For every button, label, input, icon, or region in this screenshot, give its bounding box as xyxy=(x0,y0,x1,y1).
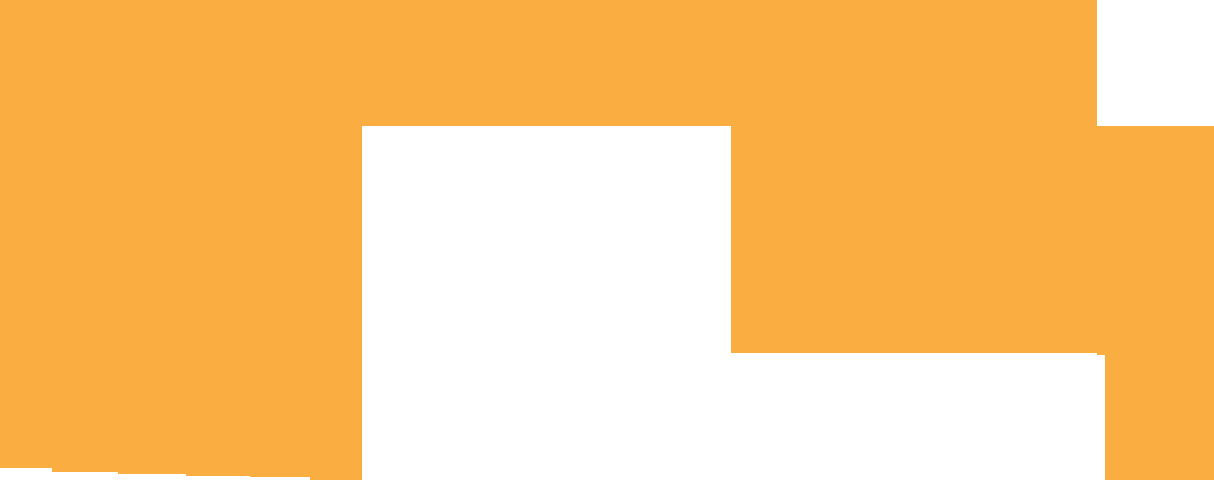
bottom-edge-group xyxy=(0,468,362,480)
jagged-bottom-edge-mask xyxy=(0,468,362,480)
mid-right-orange-band xyxy=(731,126,1097,353)
right-orange-column xyxy=(1097,126,1214,480)
left-orange-column xyxy=(0,126,362,480)
top-left-orange-block xyxy=(0,0,1097,126)
